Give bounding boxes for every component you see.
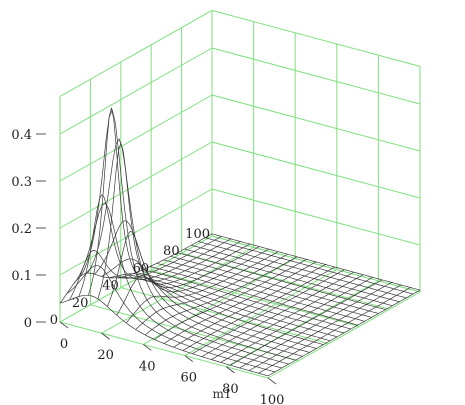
x-axis-label: m1 [212,387,231,401]
z-tick-label: 0 [24,316,32,331]
x-tick-label: 60 [181,371,198,386]
mesh-line-y [66,265,275,373]
mesh-line-y [184,248,393,307]
z-tick-label: 0.3 [11,175,32,190]
mesh-line-y [59,294,269,377]
x-tick-mark [226,366,235,374]
x-tick-mark [267,377,277,385]
mesh-line-x [135,253,288,330]
x-tick-label: 100 [260,393,285,405]
mesh-line-y [198,241,407,299]
x-tick-label: 20 [97,348,114,363]
grid-line [59,141,213,229]
mesh-line-y [205,237,414,295]
mesh-line-y [156,262,365,322]
grid-line [120,287,329,345]
grid-line [184,269,338,357]
mesh-line-y [101,258,310,353]
mesh-line-y [142,269,351,330]
mesh-line-y [170,255,379,314]
y-tick-label: 80 [163,244,180,259]
grid-line [59,9,213,97]
y-tick-label: 0 [50,313,58,328]
z-tick-label: 0.2 [11,222,32,237]
grid-line [151,269,360,327]
grid-line [101,246,254,334]
grid-line [211,188,421,246]
x-tick-label: 0 [60,337,68,352]
surface-mesh [59,107,421,377]
mesh-line-y [163,259,372,318]
y-tick-label: 100 [185,227,210,242]
mesh-line-y [191,244,400,303]
y-tick-label: 40 [102,279,119,294]
mesh-line-y [108,273,317,349]
grid-line [211,235,421,293]
mesh-line-y [73,202,282,369]
x-tick-mark [142,343,152,351]
mesh-line-y [129,274,338,338]
mesh-line-y [115,277,324,345]
x-tick-mark [59,321,69,329]
x-tick-mark [101,332,110,340]
z-tick-label: 0.4 [11,128,32,143]
y-tick-label: 60 [133,261,150,276]
x-tick-label: 40 [139,359,156,374]
grid-line [226,280,379,368]
mesh-line-y [211,233,421,291]
mesh-line-y [87,138,296,361]
mesh-line-y [135,272,345,334]
mesh-line-y [177,252,386,310]
grid-line [59,47,213,135]
x-tick-mark [184,355,194,363]
mesh-line-y [122,276,331,342]
mesh-line-y [94,220,303,357]
grid-line [211,94,421,152]
grid-line [211,47,421,105]
mesh-line-y [149,266,358,326]
grid-line [267,291,421,379]
mesh-line-y [80,108,289,365]
grid-line [211,141,421,199]
grid-line [211,9,421,67]
tick-labels: 0 0.1 0.2 0.3 0.4 0 20 40 60 80 100 0 20 40 60 80 100 [11,128,284,405]
grid-line [59,321,269,379]
y-tick-label: 20 [72,296,89,311]
x-tick-label: 80 [222,382,239,397]
grid-line [59,94,213,182]
grid-line [59,188,213,276]
z-tick-label: 0.1 [11,269,32,284]
